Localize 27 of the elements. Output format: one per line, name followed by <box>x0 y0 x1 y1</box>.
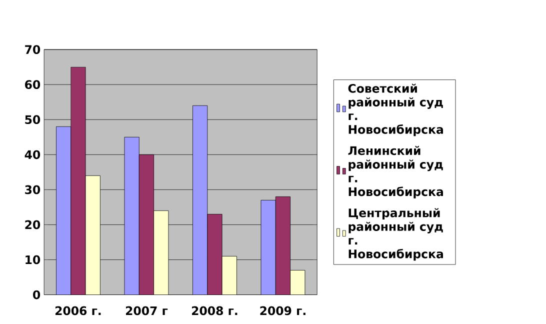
bar <box>70 66 86 295</box>
y-tick-label: 20 <box>25 220 40 230</box>
y-tick-label: 30 <box>25 185 40 194</box>
legend-label: Ленинский районный суд г. Новосибирска <box>348 146 443 198</box>
bar <box>154 210 169 295</box>
y-tick-label: 0 <box>33 290 40 300</box>
y-tick-label: 10 <box>26 255 40 264</box>
bar <box>260 200 276 295</box>
bar <box>222 256 237 295</box>
bar <box>124 136 140 295</box>
bar <box>138 154 154 295</box>
x-tick-label: 2008 г. <box>192 306 238 316</box>
bar <box>207 214 222 295</box>
bar <box>56 126 72 295</box>
x-tick-label: 2007 г <box>126 306 168 316</box>
x-tick-label: 2009 г. <box>260 306 306 316</box>
y-tick-label: 40 <box>24 150 40 160</box>
bar <box>275 196 290 295</box>
legend-label: Центральный районный суд г. Новосибирска <box>348 208 443 261</box>
legend-label: Советский районный суд г. Новосибирска <box>348 84 443 136</box>
x-tick-label: 2006 г. <box>55 306 101 316</box>
y-tick-label: 50 <box>25 115 40 124</box>
bar <box>192 105 208 295</box>
y-tick-label: 70 <box>25 45 40 54</box>
bar <box>85 175 100 295</box>
bar <box>290 270 306 295</box>
y-tick-label: 60 <box>25 80 40 90</box>
